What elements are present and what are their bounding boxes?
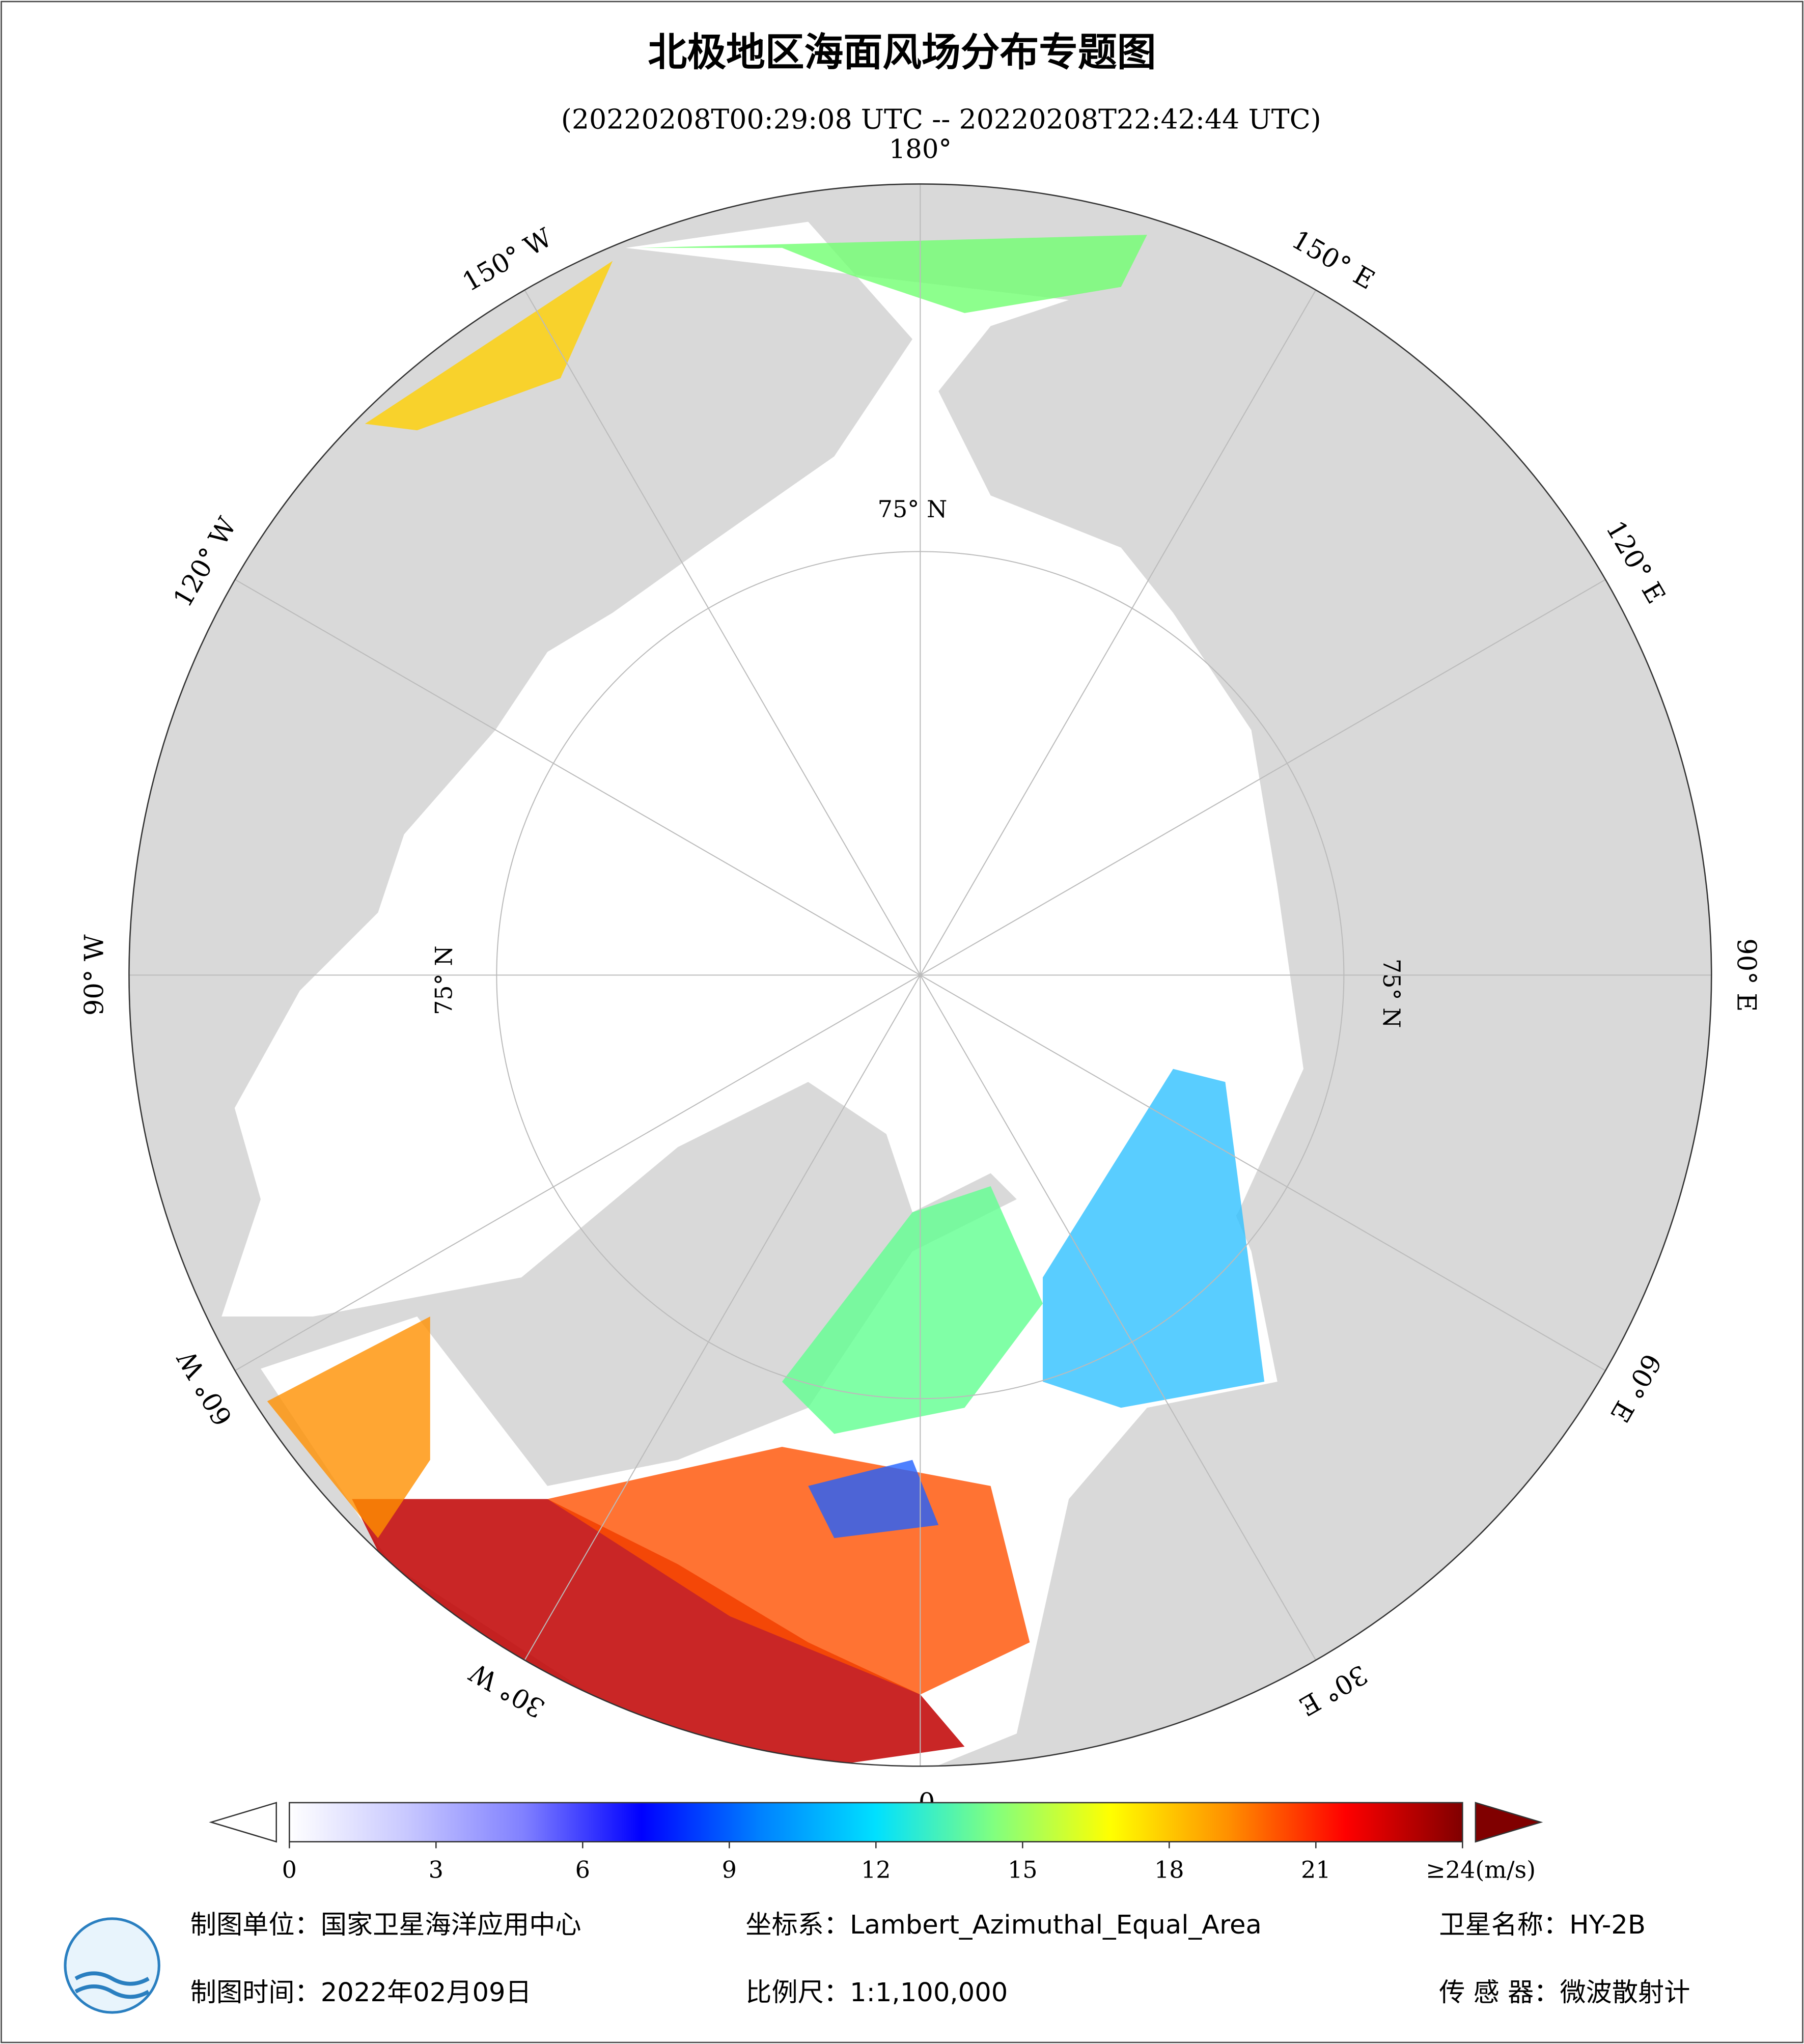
wind-field [782, 1186, 1043, 1434]
lon-label: 90° W [79, 934, 109, 1016]
wind-field [1042, 1069, 1265, 1408]
lat-label: 75° N [430, 945, 458, 1015]
meridian [524, 290, 921, 975]
meridian [920, 974, 1317, 1661]
meridian [920, 974, 1606, 1371]
wind-field [808, 1460, 939, 1538]
meridian [920, 579, 1606, 976]
footer-date: 制图时间：2022年02月09日 [190, 1977, 532, 2008]
colorbar-tick-label: 21 [1301, 1856, 1331, 1884]
subtitle: (20220208T00:29:08 UTC -- 20220208T22:42… [561, 103, 1321, 135]
map [129, 184, 1712, 1767]
map-border [128, 183, 1712, 1767]
colorbar-tick-label: 18 [1154, 1856, 1184, 1884]
meridians [129, 184, 1712, 1767]
footer-scale: 比例尺：1:1,100,000 [745, 1977, 1008, 2008]
footer-sensor: 传 感 器：微波散射计 [1439, 1977, 1690, 2008]
colorbar-tick-label: 0 [282, 1856, 297, 1884]
colorbar-tick-label: 12 [861, 1856, 891, 1884]
colorbar-tick-label: 3 [429, 1856, 443, 1884]
title: 北极地区海面风场分布专题图 [648, 30, 1156, 75]
colorbar-bar [289, 1802, 1463, 1843]
footer-crs: 坐标系：Lambert_Azimuthal_Equal_Area [745, 1910, 1262, 1940]
lon-label: 180° [889, 134, 952, 164]
lat-label: 75° N [1378, 959, 1405, 1028]
colorbar-over [1475, 1802, 1543, 1843]
colorbar-tick-label: 9 [722, 1856, 737, 1884]
meridian [920, 290, 1317, 975]
colorbar-tick-label: 6 [575, 1856, 590, 1884]
colorbar-tick-label: 15 [1008, 1856, 1038, 1884]
colorbar-under [209, 1802, 277, 1843]
wind-field [365, 261, 613, 431]
wind-field [639, 235, 1147, 313]
logo [64, 1917, 160, 2014]
wind-field [267, 1317, 430, 1538]
colorbar: 0 3 6 9 12 15 18 21 ≥24(m/s) [209, 1802, 1543, 1884]
arctic-ocean [221, 221, 1303, 1317]
meridian [524, 974, 921, 1661]
wind-field [352, 1499, 965, 1767]
lon-label: 60° E [1604, 1349, 1667, 1427]
lon-label: 90° E [1731, 938, 1761, 1012]
footer-satellite: 卫星名称：HY-2B [1439, 1910, 1646, 1940]
logo-waves [74, 1971, 150, 1999]
lon-label: 30° E [1294, 1659, 1373, 1722]
lat-label: 75° N [878, 495, 948, 523]
footer-unit: 制图单位：国家卫星海洋应用中心 [190, 1910, 581, 1940]
colorbar-tick-label: ≥24(m/s) [1426, 1856, 1536, 1884]
meridian [235, 579, 921, 976]
meridian [235, 974, 921, 1371]
